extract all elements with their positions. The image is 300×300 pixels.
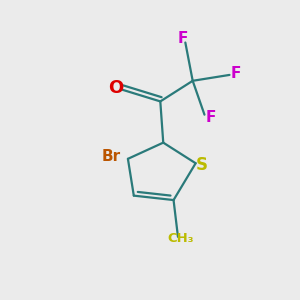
Text: O: O	[108, 79, 123, 97]
Text: F: F	[206, 110, 216, 124]
Text: Br: Br	[101, 149, 120, 164]
Text: S: S	[196, 156, 208, 174]
Text: F: F	[231, 66, 241, 81]
Text: F: F	[178, 32, 188, 46]
Text: CH₃: CH₃	[168, 232, 194, 245]
